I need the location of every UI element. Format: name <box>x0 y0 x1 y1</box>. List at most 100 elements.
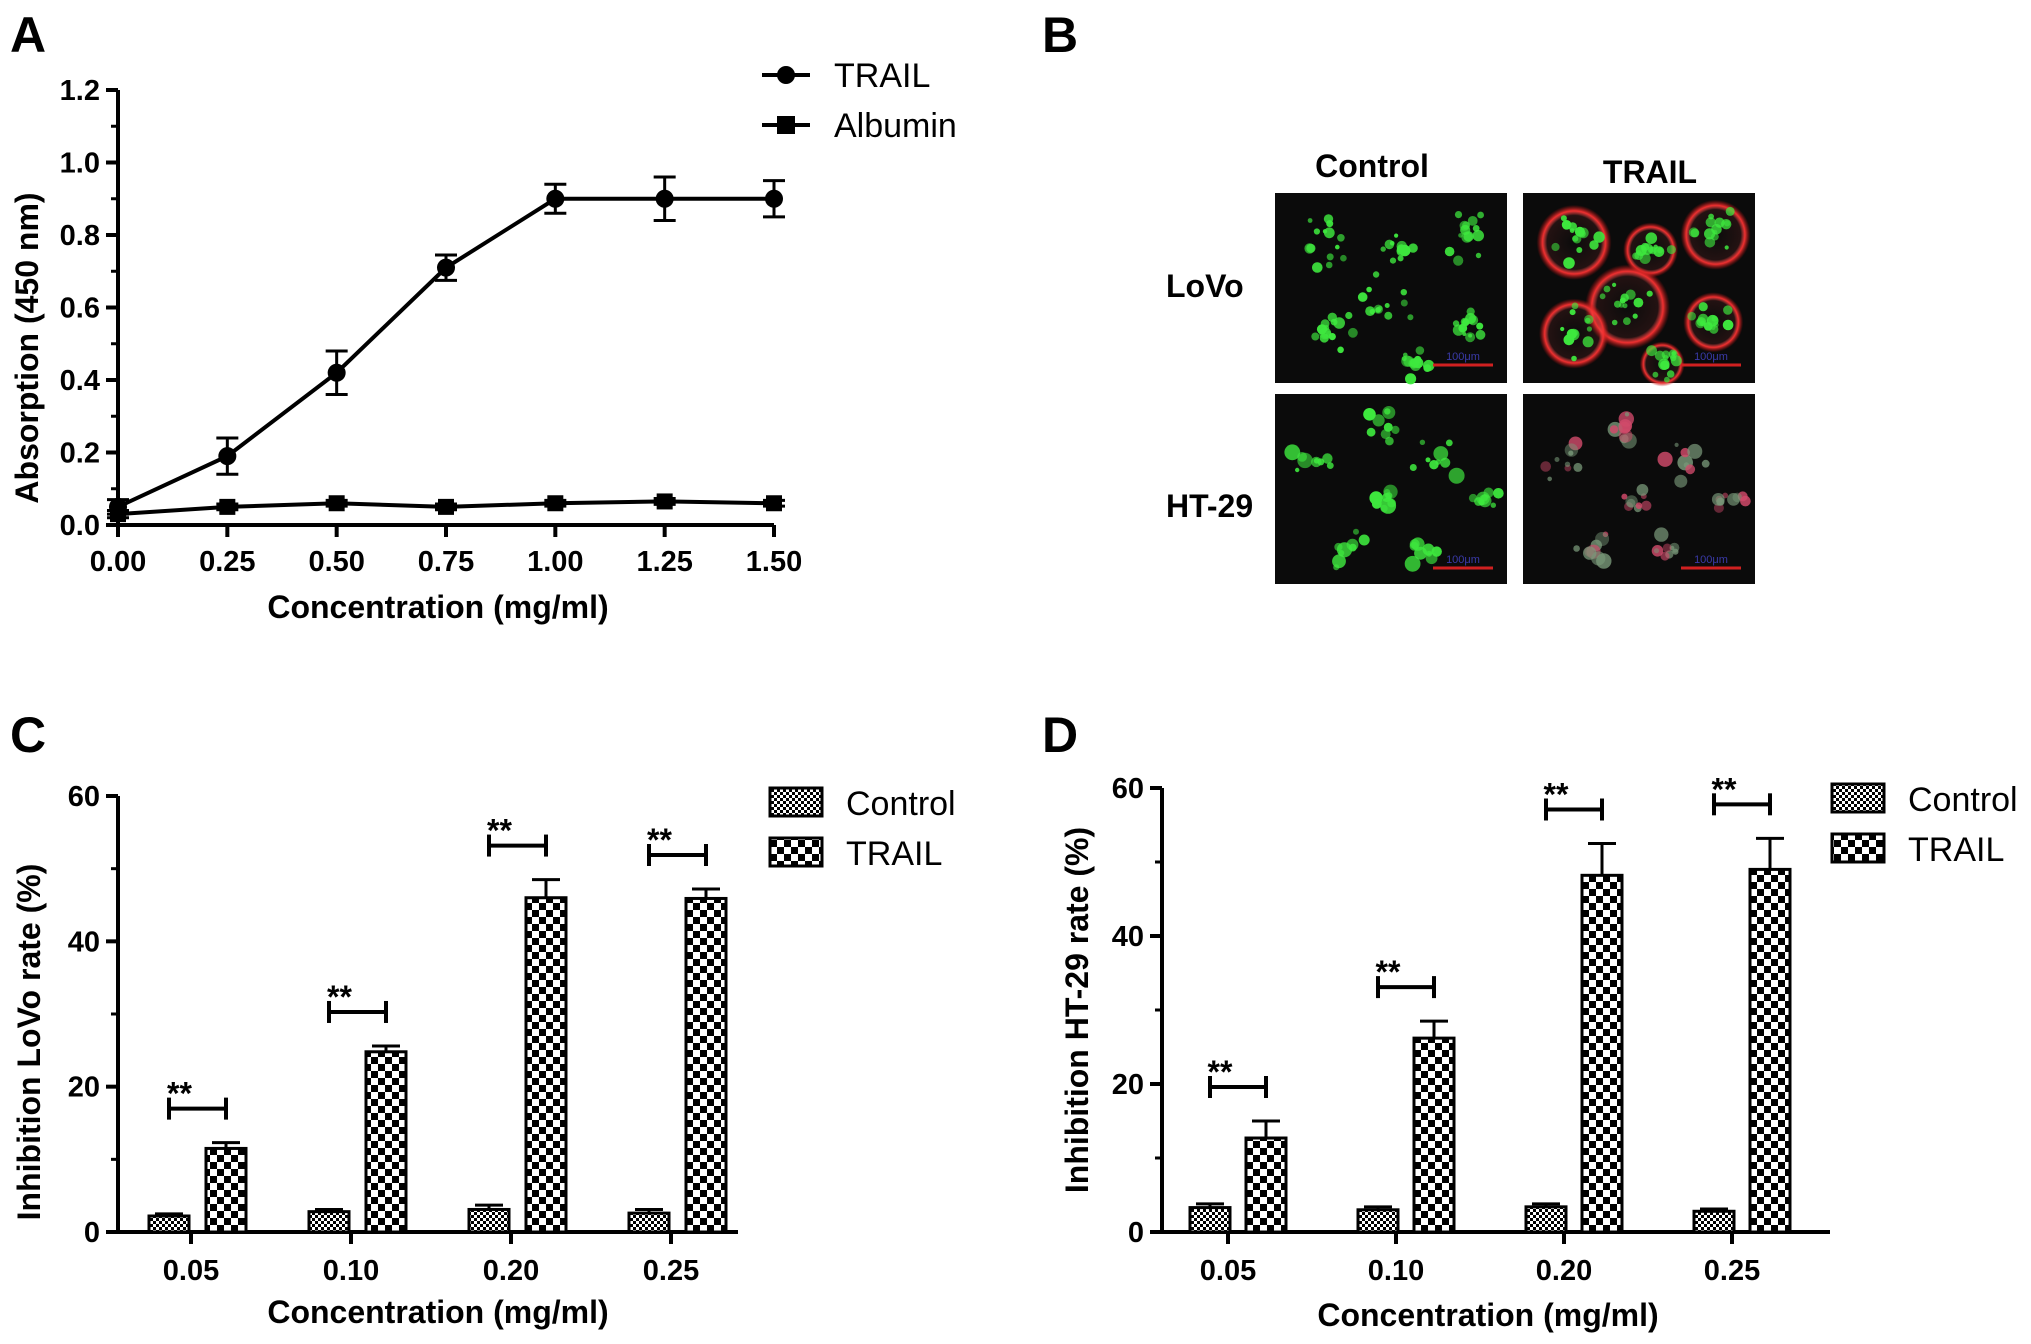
fluorescent-spot <box>1564 461 1571 467</box>
fluorescent-spot <box>1571 302 1579 310</box>
fluorescent-spot <box>1380 504 1388 513</box>
x-tick-label: 0.25 <box>1704 1255 1760 1287</box>
fluorescent-spot <box>1584 314 1594 325</box>
fluorescent-spot <box>1636 484 1649 496</box>
fluorescent-spot <box>1493 488 1504 499</box>
fluorescent-spot <box>1413 355 1422 364</box>
fluorescent-spot <box>1475 252 1482 259</box>
fluorescent-spot <box>1573 545 1580 552</box>
fluorescent-spot <box>1366 427 1376 437</box>
scale-bar-label: 100μm <box>1446 351 1480 363</box>
significance-marker: ** <box>1376 954 1401 990</box>
errorbar-control-0.25 <box>635 1207 663 1214</box>
micrograph-ht29-control: 100μm <box>1275 394 1507 584</box>
fluorescent-spot <box>1669 542 1680 553</box>
fluorescent-spot <box>1311 456 1322 468</box>
fluorescent-spot <box>1332 554 1346 569</box>
fluorescent-spot <box>1653 548 1660 554</box>
legend-trail-swatch <box>1830 832 1886 864</box>
panel-a-line-chart: 0.0 0.2 0.4 0.6 0.8 1.0 1.2 0.00 0.25 0.50 0.75 1.0… <box>9 57 957 625</box>
fluorescent-spot <box>1671 351 1677 356</box>
fluorescent-spot <box>1385 436 1394 446</box>
panel-a-x-tick-label: 1.25 <box>636 546 692 578</box>
fluorescent-spot <box>1705 217 1716 228</box>
fluorescent-spot <box>1563 257 1575 269</box>
y-tick-label: 40 <box>68 926 100 958</box>
panel-letter-a: A <box>10 7 46 63</box>
fluorescent-spot <box>1335 244 1340 250</box>
data-point-trail <box>437 258 455 277</box>
fluorescent-spot <box>1445 439 1453 447</box>
panel-d-y-axis-title: Inhibition HT-29 rate (%) <box>1059 827 1095 1193</box>
panel-b-microscopy-grid: Control TRAIL LoVo HT-29 100μm 100μm 100… <box>1166 148 1755 584</box>
fluorescent-spot <box>1571 355 1577 362</box>
data-point-trail <box>765 189 783 208</box>
panel-b-column-label-control: Control <box>1315 148 1429 184</box>
fluorescent-spot <box>1490 502 1497 508</box>
fluorescent-spot <box>1571 331 1577 338</box>
significance-marker: ** <box>1712 771 1737 807</box>
legend-albumin-label: Albumin <box>834 107 957 145</box>
fluorescent-spot <box>1633 297 1644 308</box>
errorbar-control-0.10 <box>315 1207 343 1212</box>
fluorescent-spot <box>1405 373 1417 385</box>
panel-letter-c: C <box>10 707 46 763</box>
fluorescent-spot <box>1547 476 1552 482</box>
fluorescent-spot <box>1611 319 1618 326</box>
errorbar-control-0.10 <box>1364 1205 1392 1210</box>
errorbar-trail-0.25 <box>1756 836 1784 870</box>
fluorescent-spot <box>1400 299 1408 307</box>
panel-a-y-tick-label: 0.4 <box>60 365 100 397</box>
panel-d-legend: Control TRAIL <box>1830 781 2018 869</box>
fluorescent-spot <box>1569 228 1575 234</box>
fluorescent-spot <box>1646 345 1657 357</box>
legend-control-swatch <box>1830 782 1886 814</box>
fluorescent-spot <box>1645 232 1658 244</box>
bar-trail-0.25 <box>684 896 728 1234</box>
fluorescent-spot <box>1372 414 1385 427</box>
fluorescent-spot <box>1345 311 1353 320</box>
data-point-trail <box>655 189 674 208</box>
fluorescent-spot <box>1483 487 1494 498</box>
fluorescent-spot <box>1363 408 1376 421</box>
fluorescent-spot <box>1409 539 1420 549</box>
legend-control-label: Control <box>1908 781 2018 819</box>
errorbar-trail-0.10 <box>372 1044 400 1052</box>
bar-control-0.20 <box>1524 1205 1568 1234</box>
fluorescent-spot <box>1583 546 1597 560</box>
fluorescent-spot <box>1635 245 1647 256</box>
bar-trail-0.05 <box>1244 1136 1288 1234</box>
significance-bracket-0.05 <box>1208 1076 1268 1098</box>
fluorescent-spot <box>1593 231 1605 243</box>
fluorescent-spot <box>1366 286 1372 293</box>
scale-bar-label: 100μm <box>1694 351 1728 363</box>
y-tick-label: 0 <box>1128 1217 1144 1249</box>
micrograph-lovo-control: 100μm <box>1275 193 1507 385</box>
fluorescent-spot <box>1576 247 1583 253</box>
scale-bar-label: 100μm <box>1446 554 1480 566</box>
fluorescent-spot <box>1399 244 1411 257</box>
fluorescent-spot <box>1620 293 1629 302</box>
fluorescent-spot <box>1387 498 1396 508</box>
bar-control-0.25 <box>627 1211 671 1234</box>
fluorescent-spot <box>1322 229 1328 234</box>
fluorescent-spot <box>1723 305 1733 315</box>
fluorescent-spot <box>1674 474 1688 488</box>
fluorescent-spot <box>1704 237 1716 248</box>
fluorescent-spot <box>1641 500 1652 511</box>
fluorescent-spot <box>1582 336 1594 348</box>
significance-marker: ** <box>647 822 672 858</box>
legend-trail-swatch <box>768 836 824 868</box>
fluorescent-spot <box>1419 439 1426 445</box>
y-tick-label: 40 <box>1112 921 1144 953</box>
fluorescent-spot <box>1383 489 1391 496</box>
panel-d-x-axis-title: Concentration (mg/ml) <box>1317 1297 1658 1333</box>
fluorescent-spot <box>1460 224 1471 236</box>
panel-a-series <box>107 175 785 523</box>
fluorescent-spot <box>1568 436 1583 451</box>
data-point-albumin <box>328 495 345 512</box>
series-line-trail <box>117 196 774 509</box>
micrograph-ht29-trail: 100μm <box>1523 394 1755 584</box>
fluorescent-spot <box>1475 329 1486 340</box>
